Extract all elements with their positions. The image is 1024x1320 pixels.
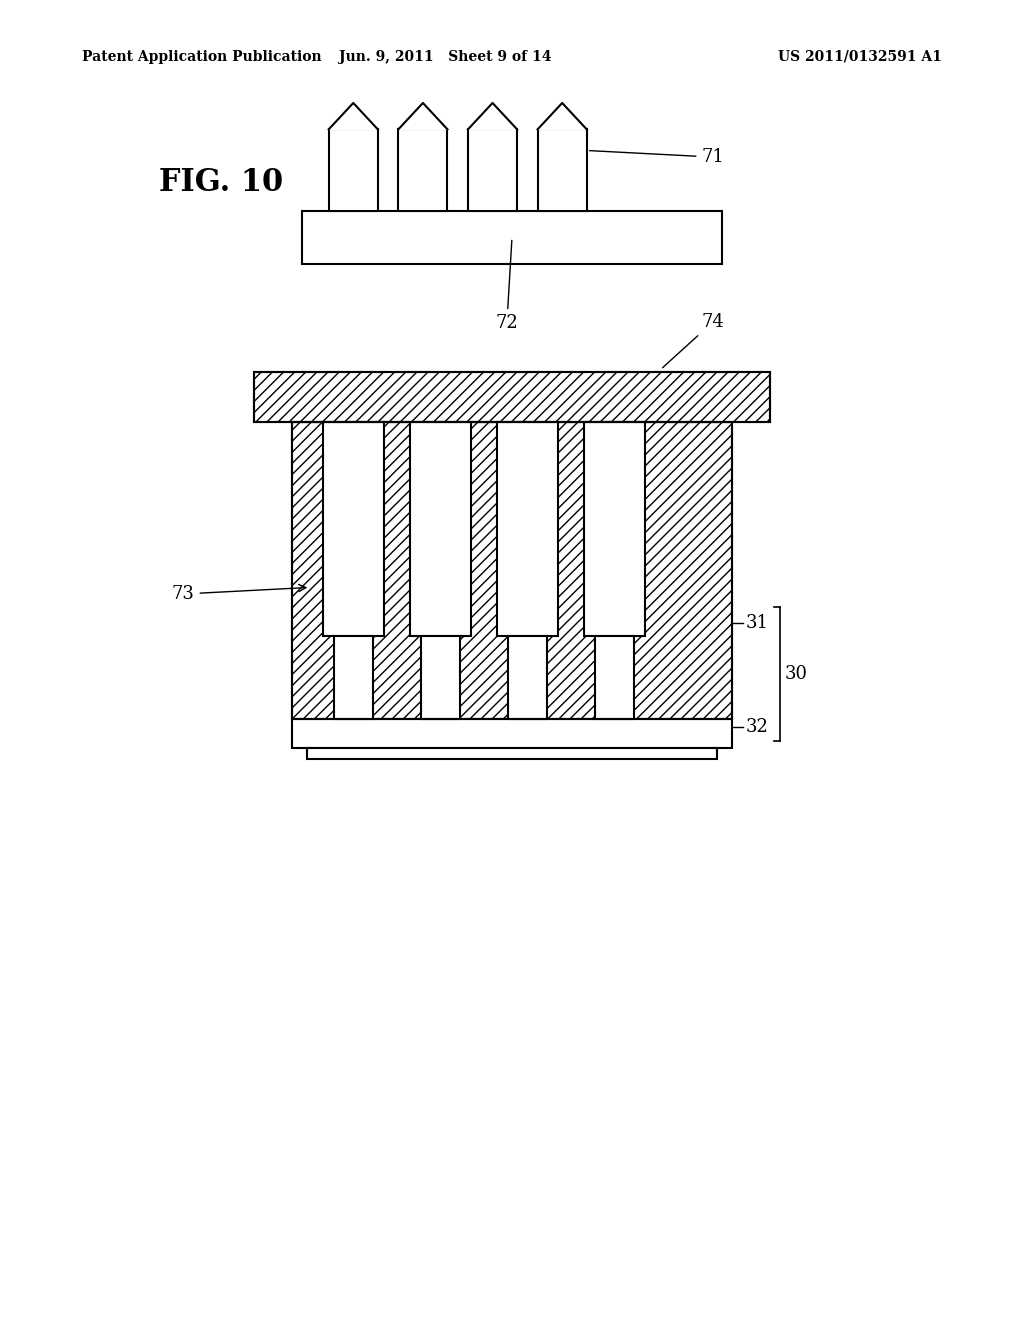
Bar (468, 129, 517, 211)
Text: US 2011/0132591 A1: US 2011/0132591 A1 (778, 50, 942, 63)
Text: 71: 71 (590, 148, 724, 166)
Bar (323, 422, 384, 636)
Bar (497, 422, 558, 636)
Polygon shape (538, 103, 587, 129)
Polygon shape (398, 103, 447, 129)
Polygon shape (468, 103, 517, 129)
Bar (334, 636, 373, 719)
Bar (595, 636, 634, 719)
Bar (254, 372, 770, 422)
Bar (398, 129, 447, 211)
Polygon shape (329, 103, 378, 129)
Text: 72: 72 (496, 240, 518, 333)
Text: 73: 73 (172, 585, 306, 603)
Bar (508, 636, 547, 719)
Bar (421, 636, 460, 719)
Bar (307, 748, 717, 759)
Text: 30: 30 (784, 665, 807, 682)
Text: 74: 74 (663, 313, 724, 368)
Text: FIG. 10: FIG. 10 (159, 166, 283, 198)
Bar (538, 129, 587, 211)
Text: Jun. 9, 2011   Sheet 9 of 14: Jun. 9, 2011 Sheet 9 of 14 (339, 50, 552, 63)
Bar (410, 422, 471, 636)
Bar (584, 422, 645, 636)
Text: 32: 32 (745, 718, 768, 737)
Bar (292, 422, 732, 719)
Bar (254, 372, 770, 422)
Bar (292, 719, 732, 748)
Text: Patent Application Publication: Patent Application Publication (82, 50, 322, 63)
Bar (329, 129, 378, 211)
Bar (302, 211, 722, 264)
Bar (292, 422, 732, 719)
Text: 31: 31 (745, 614, 768, 632)
